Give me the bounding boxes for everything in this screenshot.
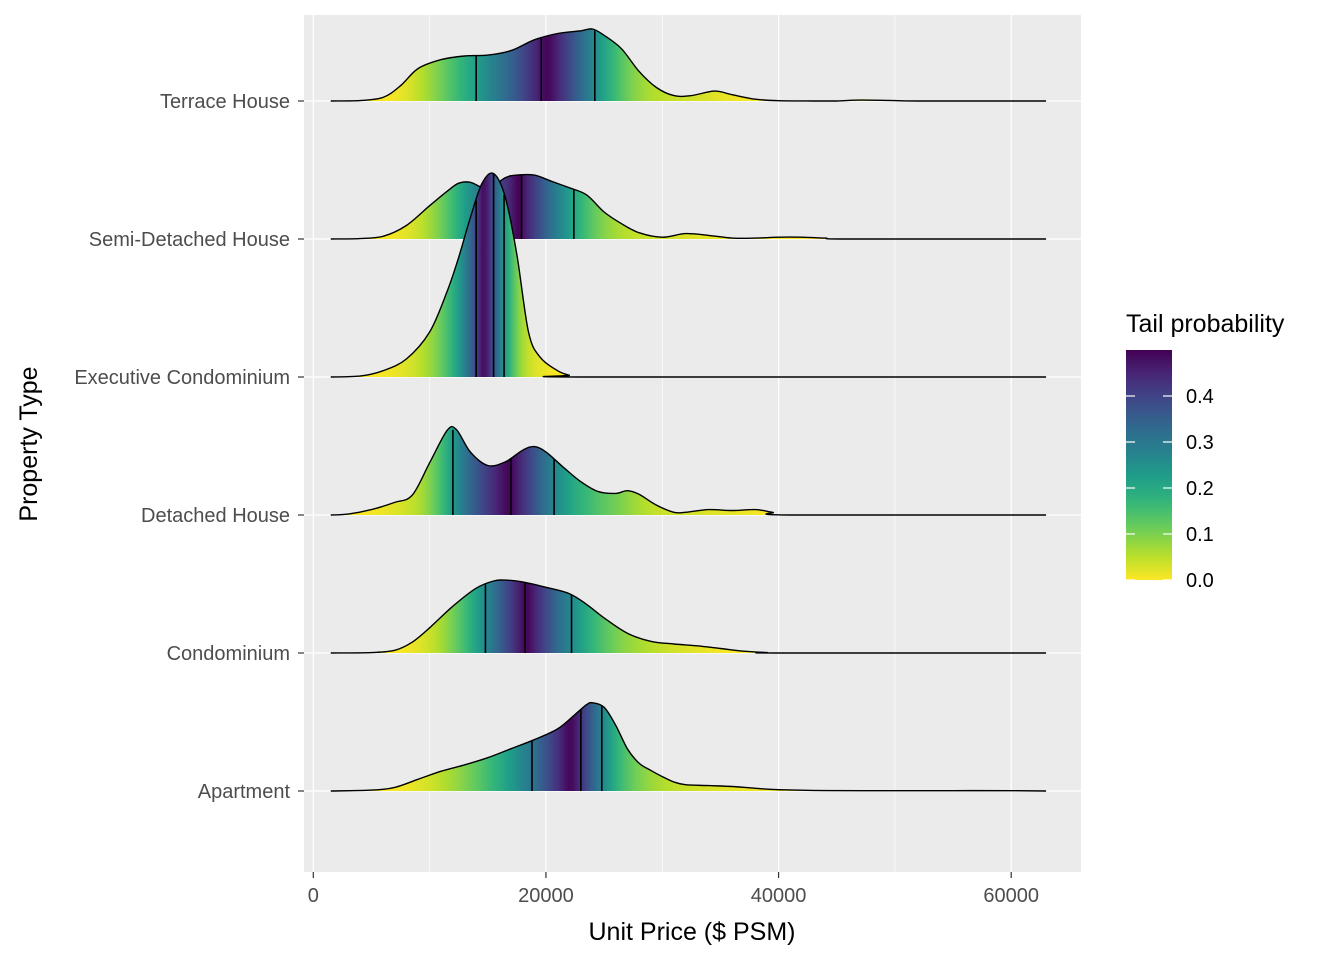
y-tick-label: Condominium (167, 643, 290, 665)
ridge-fill (330, 28, 1047, 102)
ridge-fill (330, 426, 1047, 515)
x-tick-label: 60000 (983, 885, 1039, 907)
legend-tick-label: 0.1 (1186, 524, 1214, 546)
ridge-condominium (330, 579, 1047, 654)
plot-panel (304, 15, 1081, 872)
ridge-fill (330, 173, 1047, 377)
ridge-outline (330, 173, 1047, 240)
ridge-outline (330, 579, 1047, 654)
legend-tick-label: 0.4 (1186, 386, 1214, 408)
legend-tick-label: 0.3 (1186, 432, 1214, 454)
y-axis-title: Property Type (15, 366, 43, 521)
ridge-detached-house (330, 425, 1047, 516)
ridge-outline (330, 701, 1047, 792)
fill-legend: Tail probability 0.0 0.1 0.2 0.3 0.4 (1126, 310, 1285, 592)
x-tick-label: 20000 (518, 885, 574, 907)
density-ridges (330, 28, 1047, 792)
y-tick-label: Semi-Detached House (89, 229, 290, 251)
ridge-apartment (330, 701, 1047, 792)
y-tick-label: Detached House (141, 505, 290, 527)
ridge-outline (330, 425, 1047, 516)
legend-tick-label: 0.2 (1186, 478, 1214, 500)
ridge-outline (330, 172, 1047, 378)
x-tick-label: 0 (308, 885, 319, 907)
x-tick-label: 40000 (751, 885, 807, 907)
y-tick-label: Executive Condominium (74, 367, 290, 389)
legend-title: Tail probability (1126, 310, 1285, 338)
legend-tick-label: 0.0 (1186, 570, 1214, 592)
y-tick-label: Apartment (198, 781, 291, 803)
x-axis-title: Unit Price ($ PSM) (589, 918, 796, 946)
ridge-fill (330, 579, 1047, 653)
ridge-terrace-house (330, 28, 1047, 102)
y-tick-label: Terrace House (160, 91, 290, 113)
legend-colorbar (1126, 350, 1172, 580)
axes: 0 20000 40000 60000 Apartment Condominium Deta… (74, 91, 1039, 907)
ridge-fill (330, 702, 1047, 791)
ridge-executive-condominium (330, 172, 1047, 378)
ridge-outline (330, 28, 1047, 102)
